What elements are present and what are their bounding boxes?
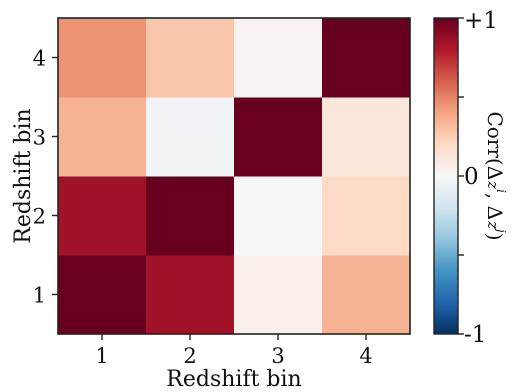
x-tick-label: 1 [95,344,108,368]
colorbar-label: Corr(Δzi, Δzj) [483,111,508,240]
x-axis-ticks: 1 2 3 4 [95,334,373,368]
heatmap-cell-2-2 [146,176,235,256]
x-axis-label: Redshift bin [166,367,301,392]
plot-frame [57,17,411,335]
heatmap-cell-1-4 [58,18,147,98]
heatmap-cell-3-1 [234,255,323,335]
heatmap-cell-2-3 [146,97,235,177]
heatmap-cells [58,18,411,335]
colorbar-ticks [458,17,464,335]
heatmap-cell-1-2 [58,176,147,256]
x-tick-label: 4 [359,344,372,368]
heatmap-cell-3-4 [234,18,323,98]
heatmap-cell-4-3 [322,97,411,177]
heatmap-cell-4-1 [322,255,411,335]
heatmap-cell-1-1 [58,255,147,335]
heatmap-cell-2-1 [146,255,235,335]
y-axis-label: Redshift bin [11,108,36,243]
y-tick-label: 3 [33,126,46,150]
colorbar-tick-mid: 0 [464,164,479,190]
colorbar [433,17,459,335]
y-tick-label: 2 [33,205,46,229]
heatmap-cell-1-3 [58,97,147,177]
y-tick-label: 1 [33,284,46,308]
colorbar-tick-max: +1 [464,8,498,34]
heatmap-cell-2-4 [146,18,235,98]
x-tick-label: 3 [271,344,284,368]
heatmap-cell-4-2 [322,176,411,256]
heatmap-cell-4-4 [322,18,411,98]
colorbar-tick-min: -1 [464,322,486,348]
heatmap-cell-3-2 [234,176,323,256]
y-axis-ticks: 1 2 3 4 [33,47,58,308]
x-tick-label: 2 [183,344,196,368]
heatmap-cell-3-3 [234,97,323,177]
y-tick-label: 4 [33,47,46,71]
